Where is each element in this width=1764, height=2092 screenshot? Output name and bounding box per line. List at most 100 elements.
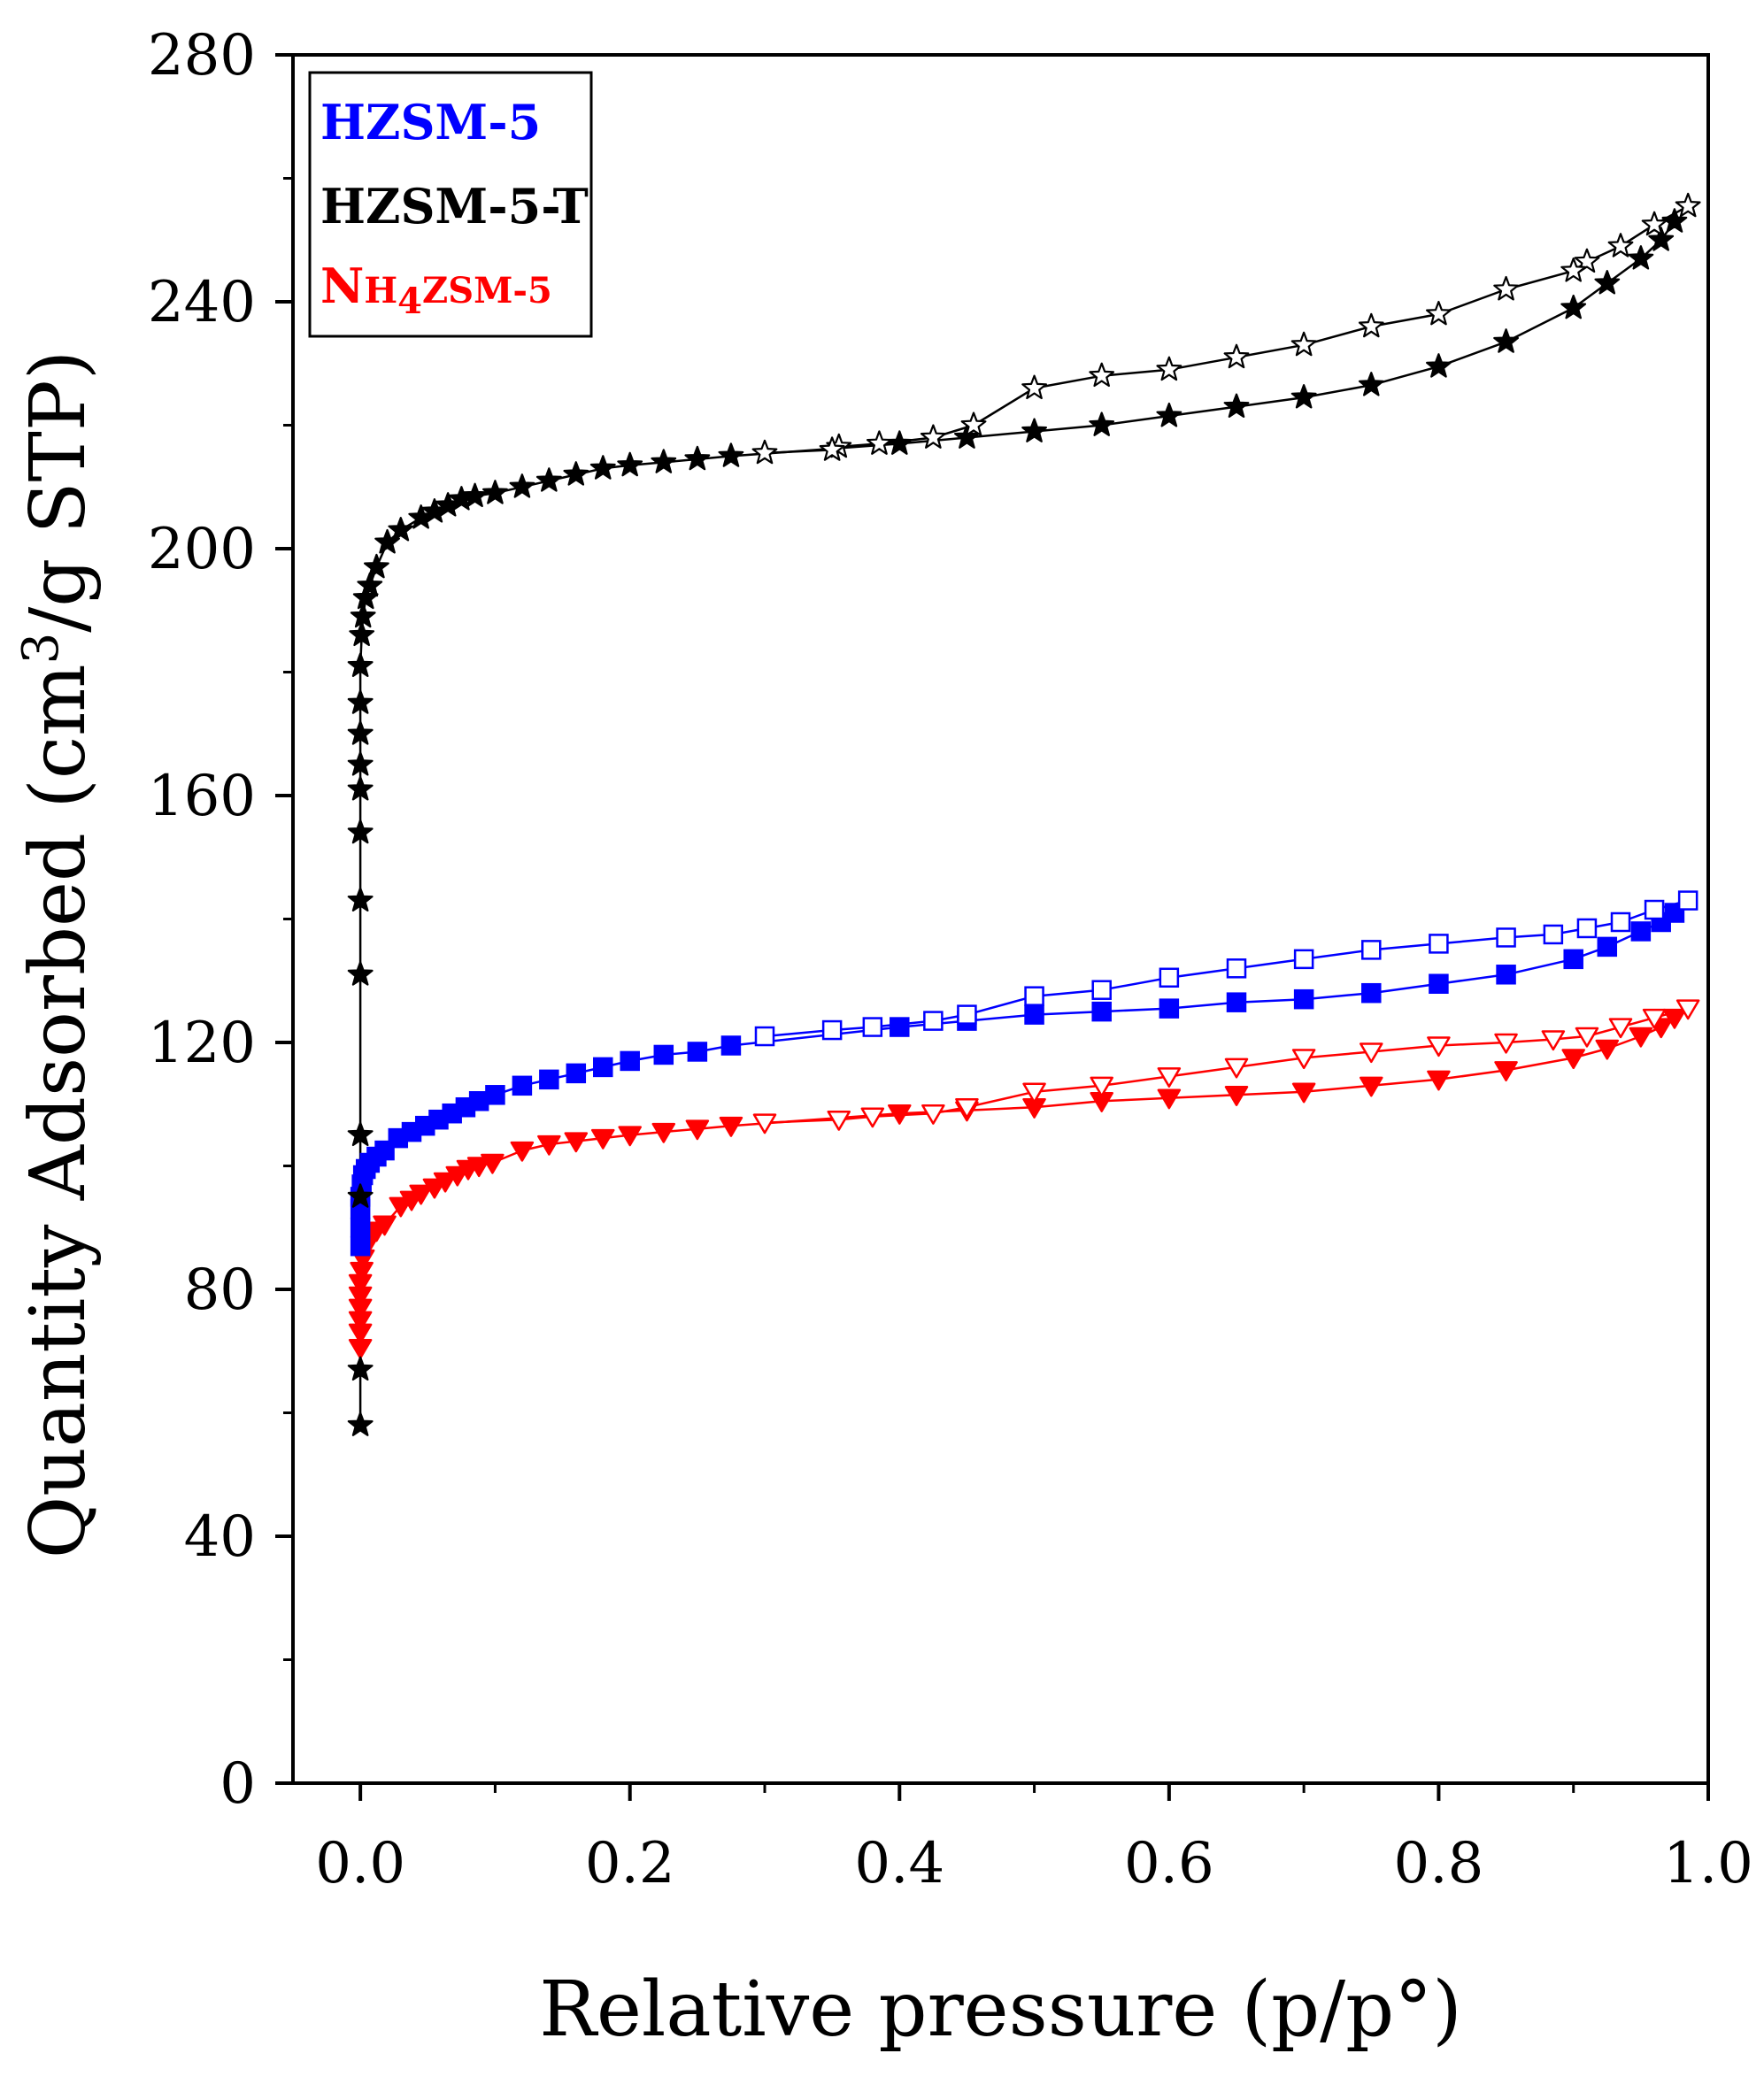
data-point-hzsm-5-t-desorption (1493, 275, 1519, 301)
data-point-hzsm-5-desorption (1091, 980, 1112, 1000)
data-point-hzsm-5-t-desorption (1607, 233, 1634, 258)
data-point-hzsm-5-desorption (1644, 899, 1665, 920)
data-point-nh4zsm-5-adsorption (1427, 1070, 1451, 1091)
y-axis-title-superscript: 3 (12, 633, 70, 665)
data-point-hzsm-5-t-adsorption (563, 461, 589, 486)
data-point-hzsm-5-desorption (1159, 967, 1180, 988)
data-point-nh4zsm-5-desorption (1494, 1033, 1518, 1054)
data-point-hzsm-5-t-adsorption (347, 720, 374, 745)
data-point-nh4zsm-5-adsorption (1360, 1076, 1383, 1097)
data-point-hzsm-5-adsorption (512, 1075, 533, 1096)
data-point-hzsm-5-t-adsorption (1648, 227, 1675, 251)
data-point-hzsm-5-adsorption (350, 1218, 371, 1238)
series-points-hzsm-5-t-desorption (751, 192, 1701, 465)
data-point-nh4zsm-5-adsorption (1561, 1049, 1585, 1070)
data-point-nh4zsm-5-adsorption (537, 1134, 561, 1156)
data-point-hzsm-5-t-adsorption (1493, 328, 1519, 353)
data-point-hzsm-5-adsorption (1563, 949, 1583, 970)
data-point-hzsm-5-t-adsorption (954, 424, 980, 449)
y-tick-label: 80 (184, 1258, 256, 1323)
data-point-hzsm-5-adsorption (1597, 936, 1618, 958)
legend-entry-hzsm5: HZSM-5 (320, 94, 541, 150)
legend-entry-text: 4 (397, 281, 422, 322)
legend: HZSM-5 HZSM-5-T NH4ZSM-5 (308, 71, 593, 338)
y-axis-title-main: Quantity Adsorbed (cm (14, 664, 103, 1558)
data-point-hzsm-5-t-adsorption (347, 1121, 374, 1147)
legend-entry-nh4zsm5: NH4ZSM-5 (320, 258, 552, 322)
x-tick-label: 0.4 (854, 1831, 944, 1896)
data-point-hzsm-5-desorption (957, 1004, 977, 1025)
data-point-hzsm-5-t-adsorption (347, 751, 374, 776)
data-point-hzsm-5-adsorption (620, 1050, 640, 1072)
data-point-hzsm-5-adsorption (566, 1063, 587, 1084)
legend-entry-hzsm5t: HZSM-5-T (320, 178, 589, 235)
data-point-nh4zsm-5-adsorption (1291, 1082, 1316, 1104)
data-point-hzsm-5-t-desorption (1426, 300, 1452, 326)
data-point-hzsm-5-adsorption (539, 1069, 559, 1090)
y-tick-label: 240 (148, 270, 256, 335)
y-tick-label: 0 (220, 1751, 256, 1817)
data-point-nh4zsm-5-adsorption (1662, 1008, 1687, 1029)
data-point-nh4zsm-5-adsorption (888, 1104, 912, 1125)
data-point-hzsm-5-t-desorption (1223, 343, 1250, 369)
data-point-hzsm-5-t-adsorption (347, 961, 374, 986)
data-point-hzsm-5-desorption (862, 1017, 883, 1037)
data-point-nh4zsm-5-desorption (1157, 1067, 1182, 1088)
data-point-nh4zsm-5-desorption (1291, 1049, 1316, 1070)
data-point-hzsm-5-t-adsorption (347, 1411, 374, 1436)
data-point-hzsm-5-t-desorption (1358, 312, 1384, 338)
data-point-hzsm-5-adsorption (1293, 988, 1314, 1010)
y-tick-label: 120 (148, 1011, 256, 1076)
data-point-hzsm-5-t-adsorption (347, 1356, 374, 1381)
data-point-nh4zsm-5-adsorption (433, 1172, 458, 1193)
data-point-nh4zsm-5-adsorption (1224, 1086, 1249, 1106)
data-point-hzsm-5-t-desorption (1290, 331, 1317, 357)
data-point-hzsm-5-adsorption (1630, 921, 1652, 942)
data-point-hzsm-5-t-desorption (1021, 374, 1047, 400)
data-point-hzsm-5-t-adsorption (347, 887, 374, 911)
data-point-hzsm-5-t-adsorption (1021, 418, 1047, 442)
data-point-hzsm-5-t-adsorption (617, 451, 643, 477)
data-point-hzsm-5-desorption (1429, 934, 1449, 954)
data-point-hzsm-5-t-adsorption (347, 652, 374, 677)
data-point-nh4zsm-5-desorption (1541, 1030, 1566, 1051)
data-point-nh4zsm-5-desorption (1022, 1082, 1046, 1104)
data-point-hzsm-5-t-adsorption (347, 1183, 374, 1208)
data-point-hzsm-5-desorption (1293, 949, 1314, 970)
data-point-hzsm-5-adsorption (485, 1085, 505, 1105)
data-point-hzsm-5-t-adsorption (535, 467, 562, 492)
data-point-nh4zsm-5-adsorption (1595, 1039, 1620, 1060)
series-points-nh4zsm-5-desorption (752, 999, 1700, 1134)
data-point-hzsm-5-adsorption (1024, 1004, 1044, 1025)
data-point-nh4zsm-5-desorption (1642, 1008, 1667, 1029)
legend-entry-text: HZSM-5 (320, 94, 541, 150)
data-point-hzsm-5-desorption (1677, 890, 1699, 911)
data-point-hzsm-5-t-adsorption (350, 603, 376, 628)
data-point-hzsm-5-t-adsorption (1628, 245, 1654, 270)
data-point-nh4zsm-5-desorption (1608, 1018, 1633, 1039)
data-point-nh4zsm-5-desorption (1360, 1042, 1383, 1064)
data-point-nh4zsm-5-adsorption (719, 1116, 743, 1137)
data-point-hzsm-5-t-adsorption (1089, 411, 1115, 436)
data-point-hzsm-5-t-adsorption (347, 819, 374, 844)
data-point-nh4zsm-5-adsorption (373, 1215, 397, 1236)
data-point-hzsm-5-t-adsorption (1560, 294, 1587, 319)
legend-entry-text: HZSM-5-T (320, 178, 589, 235)
data-point-hzsm-5-desorption (1024, 986, 1044, 1006)
data-point-nh4zsm-5-desorption (921, 1104, 945, 1125)
data-point-hzsm-5-adsorption (1429, 973, 1449, 994)
data-point-hzsm-5-t-adsorption (1661, 208, 1688, 233)
y-axis-title-units: /g STP) (14, 350, 103, 633)
data-point-hzsm-5-t-adsorption (462, 482, 488, 508)
data-point-hzsm-5-t-adsorption (1290, 384, 1317, 409)
data-point-nh4zsm-5-desorption (1090, 1076, 1113, 1097)
data-point-hzsm-5-t-desorption (1574, 248, 1600, 273)
data-point-hzsm-5-t-adsorption (718, 442, 744, 467)
data-point-hzsm-5-desorption (923, 1011, 944, 1031)
data-point-hzsm-5-t-desorption (920, 424, 946, 449)
data-point-hzsm-5-t-desorption (960, 411, 987, 436)
data-point-hzsm-5-t-desorption (819, 436, 845, 461)
data-point-hzsm-5-t-desorption (1675, 192, 1701, 218)
data-point-nh4zsm-5-adsorption (651, 1122, 676, 1143)
